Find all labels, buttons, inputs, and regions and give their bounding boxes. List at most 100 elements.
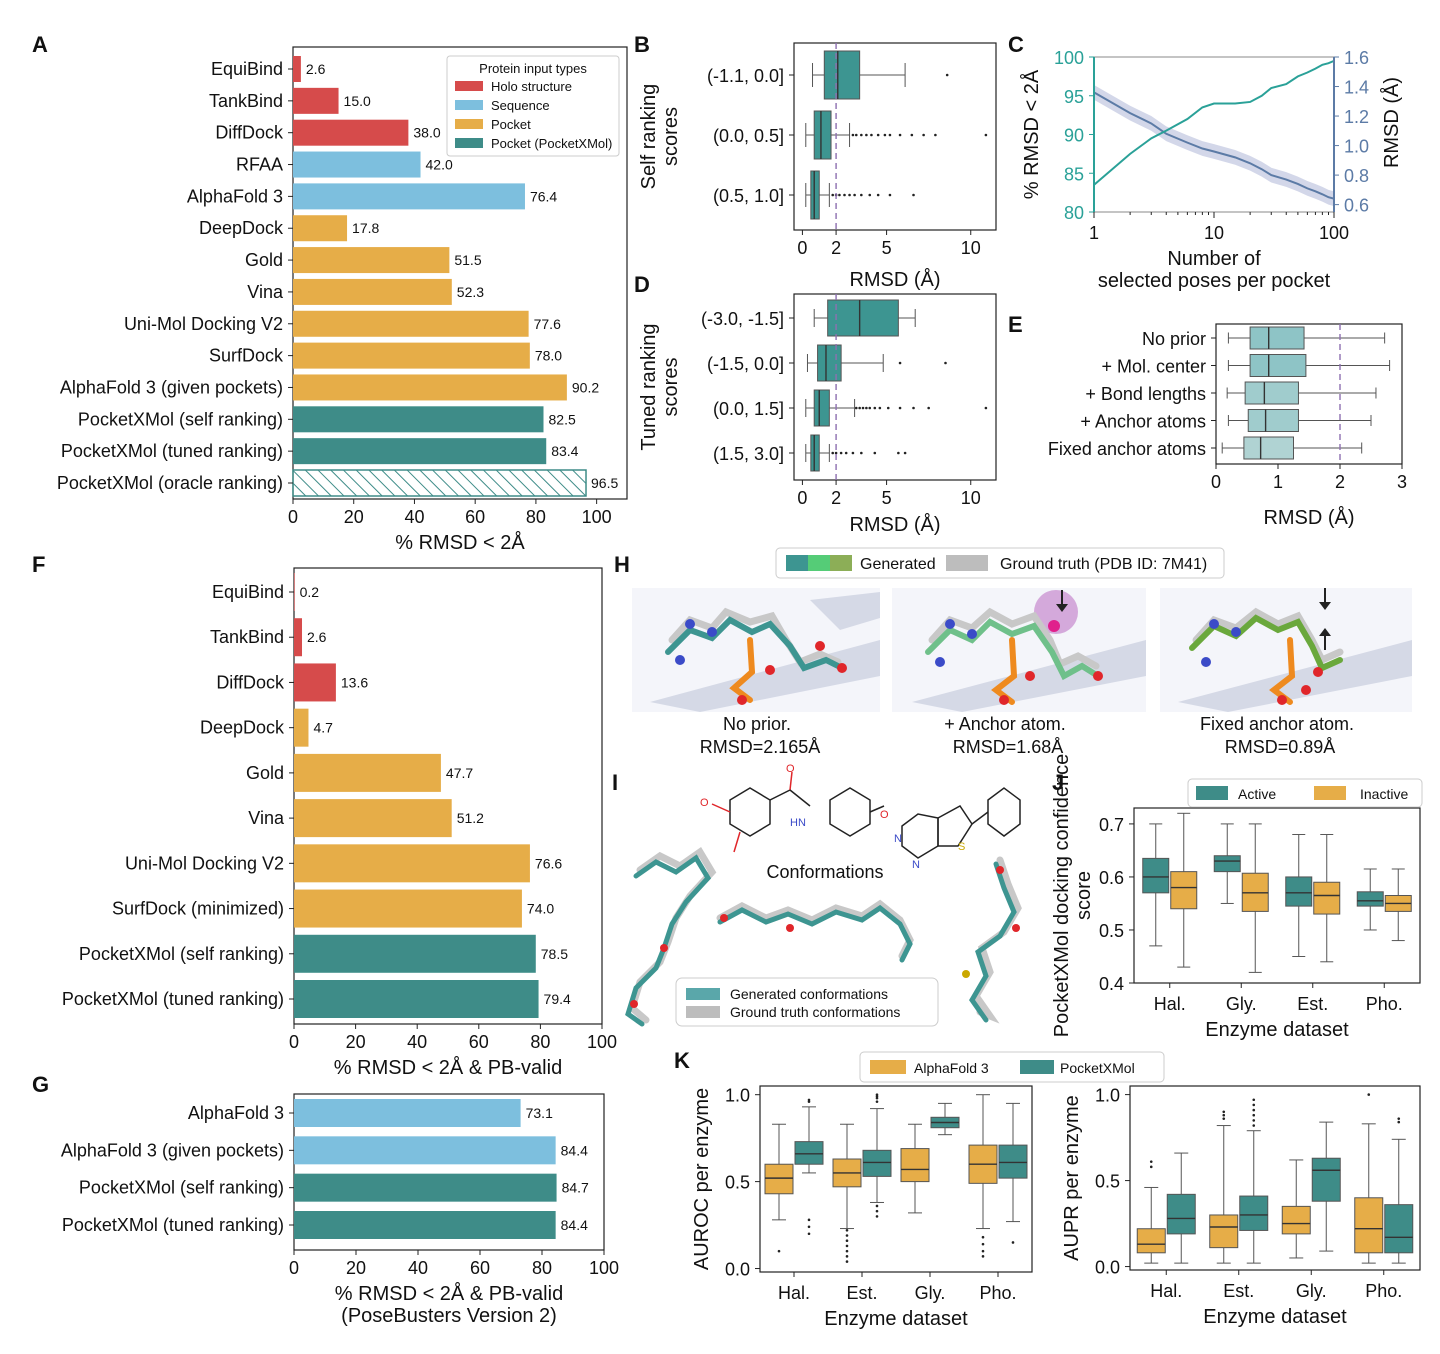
chart-d-xtick-label: 10 (961, 488, 981, 508)
chart-c-ytick-right-label: 1.6 (1344, 48, 1369, 68)
chart-k2-outlier (1397, 1117, 1401, 1120)
chart-k1-xtick-label: Hal. (778, 1283, 810, 1303)
chart-a-value-label: 83.4 (551, 443, 578, 459)
h-legend-swatch-1 (786, 555, 808, 571)
chart-b-outlier (922, 133, 925, 137)
chart-a-bar (293, 438, 547, 465)
chart-a-xtick-label: 60 (465, 507, 485, 527)
chart-e-box (1244, 381, 1299, 405)
chart-k2-outlier (1252, 1124, 1256, 1127)
chart-e-category-label: + Anchor atoms (1080, 412, 1206, 432)
chart-f-bar (294, 980, 539, 1018)
chart-e-xtick-label: 3 (1397, 472, 1407, 492)
chart-e-box (1249, 326, 1305, 350)
chart-j-xlabel: Enzyme dataset (1205, 1019, 1349, 1041)
chart-j-box (1170, 871, 1198, 910)
chart-b-outlier (912, 193, 915, 197)
chart-c-ytick-left-label: 85 (1064, 164, 1084, 184)
h-legend-swatch-2 (808, 555, 830, 571)
chart-g-bar (294, 1211, 556, 1239)
chart-g-category-label: AlphaFold 3 (188, 1103, 284, 1123)
chart-f-bar (294, 799, 452, 838)
i-conformation-right (962, 856, 1022, 1024)
chart-g-xtick-label: 0 (289, 1258, 299, 1278)
chart-k-legend-swatch-af3 (870, 1060, 906, 1074)
chart-c: 80 85 90 95 100 0.6 0.8 1.0 1.2 1.4 1.6 1 10 100 Numbe… (1020, 48, 1403, 292)
chart-b-box (813, 110, 832, 160)
chart-d-category-label: (0.0, 1.5] (713, 399, 784, 419)
chart-k1-outlier (845, 1244, 849, 1248)
chart-f-bar (294, 889, 522, 928)
panel-label-d: D (634, 272, 650, 297)
chart-j-xtick-label: Hal. (1154, 994, 1186, 1014)
chart-b-ylabel: Self ranking (638, 84, 660, 190)
h-caption-1-line2: RMSD=2.165Å (700, 737, 821, 757)
chart-a-value-label: 42.0 (426, 157, 453, 173)
chart-g: 73.1 AlphaFold 3 84.4 AlphaFold 3 (given po… (61, 1093, 619, 1327)
chart-a-legend-label: Pocket (PocketXMol) (491, 136, 612, 151)
chart-k1-outlier (777, 1249, 781, 1253)
chart-d: (-3.0, -1.5] (-1.5, 0.0] (0.0, 1.5] (1.5, 3… (638, 293, 997, 536)
chart-a-xtick-label: 80 (526, 507, 546, 527)
chart-k2-outlier (1367, 1093, 1371, 1096)
chart-j-box (1285, 876, 1313, 907)
chart-k1-ylabel: AUROC per enzyme (691, 1088, 713, 1270)
chart-d-outlier (868, 406, 872, 410)
chart-k2-outlier (1252, 1113, 1256, 1117)
chart-b-box (823, 50, 861, 100)
chart-a-xtick-label: 40 (404, 507, 424, 527)
chart-k1-xtick-label: Est. (846, 1283, 877, 1303)
chart-c-ytick-right-label: 1.0 (1344, 137, 1369, 157)
chart-b-outlier (945, 73, 949, 77)
chart-k1-outlier (845, 1234, 849, 1237)
chart-f-category-label: TankBind (210, 627, 284, 647)
chart-f-value-label: 51.2 (457, 810, 484, 826)
chart-a-value-label: 77.6 (534, 316, 561, 332)
chart-k1-outlier (981, 1249, 985, 1253)
chart-d-outlier (898, 406, 902, 410)
chart-k1-outlier (875, 1204, 879, 1208)
chart-f-bar (294, 708, 309, 747)
chart-a-value-label: 90.2 (572, 379, 599, 395)
chart-b-xtick-label: 5 (882, 238, 892, 258)
panel-label-b: B (634, 32, 650, 57)
chart-c-ytick-left-label: 90 (1064, 126, 1084, 146)
chart-b-outlier (838, 193, 841, 197)
chart-e-xtick-label: 0 (1211, 472, 1221, 492)
chart-a-category-label: DiffDock (215, 123, 284, 143)
chart-a: 2.6 EquiBind 15.0 TankBind 38.0 DiffDock 42.0 R… (57, 46, 628, 554)
chart-b-xtick-label: 0 (797, 238, 807, 258)
chart-b-xtick-label: 2 (831, 238, 841, 258)
chart-e-box (1249, 354, 1307, 377)
chart-a-category-label: PocketXMol (oracle ranking) (57, 473, 283, 493)
chart-f-xlabel: % RMSD < 2Å & PB-valid (334, 1056, 562, 1079)
h-render-1 (632, 588, 880, 712)
chart-j-ytick-label: 0.5 (1099, 921, 1124, 941)
chart-a-category-label: AlphaFold 3 (given pockets) (60, 377, 283, 397)
chart-j-frame (1133, 807, 1421, 984)
chart-d-outlier (858, 406, 861, 410)
chart-c-success-line (1093, 59, 1335, 186)
chart-a-category-label: EquiBind (211, 59, 283, 79)
chart-d-outlier (898, 361, 902, 365)
chart-a-bar (293, 183, 525, 210)
chart-g-value-label: 73.1 (526, 1105, 553, 1121)
chart-a-value-label: 15.0 (344, 93, 371, 109)
chart-a-xtick-label: 0 (288, 507, 298, 527)
chart-g-xlabel: % RMSD < 2Å & PB-valid (335, 1282, 563, 1305)
chart-f-bar (294, 844, 530, 883)
chart-k-auroc: Hal. Est. Gly. Pho. 0.0 0.5 1.0 Enzyme dataset A… (691, 1051, 1165, 1330)
chart-b-outlier (888, 133, 892, 137)
chart-f-xtick-label: 20 (346, 1032, 366, 1052)
chart-k1-frame (759, 1085, 1033, 1273)
chart-j-box (1142, 857, 1170, 894)
chart-f-bar (294, 618, 303, 657)
h-legend-truth: Ground truth (PDB ID: 7M41) (1000, 556, 1207, 573)
chart-d-outlier (984, 406, 988, 410)
chart-b-outlier (854, 133, 858, 137)
chart-b-ylabel: scores (660, 107, 682, 166)
chart-k1-outlier (845, 1228, 849, 1232)
chart-c-ytick-left-label: 100 (1054, 48, 1084, 68)
chart-e-xlabel: RMSD (Å) (1263, 506, 1354, 529)
chart-k2-box (1209, 1214, 1239, 1249)
